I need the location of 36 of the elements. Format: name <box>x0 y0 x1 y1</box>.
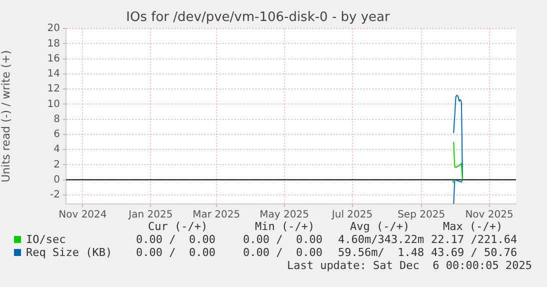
x-tick-label: Sep 2025 <box>398 210 446 221</box>
x-tick-label: Mar 2025 <box>192 210 240 221</box>
x-tick-label: May 2025 <box>260 210 309 221</box>
text: Last update: Sat Dec 6 00:00:05 2025 <box>286 259 532 272</box>
x-tick-label: Jan 2025 <box>128 210 173 221</box>
legend-label: Req Size (KB) <box>26 246 112 259</box>
text: 59.56m/ 1.48 <box>338 246 424 259</box>
y-tick-label: 0 <box>54 174 60 186</box>
text: Cur (-/+) <box>148 220 208 233</box>
x-tick-label: Nov 2024 <box>58 210 107 221</box>
y-tick-label: -2 <box>50 190 60 201</box>
y-tick-label: 16 <box>47 53 60 64</box>
text: 4.60m/343.22m <box>338 233 424 246</box>
y-tick-label: 20 <box>47 23 60 34</box>
y-tick-label: 10 <box>47 98 60 110</box>
text: 0.00 / 0.00 <box>136 233 216 246</box>
x-tick-label: Jul 2025 <box>330 210 373 221</box>
y-tick-label: 8 <box>54 114 60 125</box>
text: 0.00 / 0.00 <box>243 246 322 259</box>
y-tick-label: 14 <box>47 68 60 80</box>
y-tick-label: 4 <box>54 144 60 156</box>
legend-label: IO/sec <box>26 233 66 246</box>
text: 22.17 /221.64 <box>431 233 518 246</box>
y-tick-label: 12 <box>47 84 60 95</box>
text: 43.69 / 50.76 <box>431 246 518 259</box>
y-tick-label: 6 <box>54 129 60 140</box>
chart-title: IOs for /dev/pve/vm-106-disk-0 - by year <box>126 10 391 26</box>
text: 0.00 / 0.00 <box>136 246 216 259</box>
x-tick-label: Nov 2025 <box>465 210 514 221</box>
text: 0.00 / 0.00 <box>243 233 322 246</box>
y-axis-title: Units read (-) / write (+) <box>0 50 12 182</box>
text: Min (-/+) <box>255 220 315 233</box>
text: Max (-/+) <box>443 220 503 233</box>
text: Avg (-/+) <box>350 220 410 233</box>
y-tick-label: 18 <box>47 38 60 50</box>
y-tick-label: 2 <box>54 159 60 170</box>
